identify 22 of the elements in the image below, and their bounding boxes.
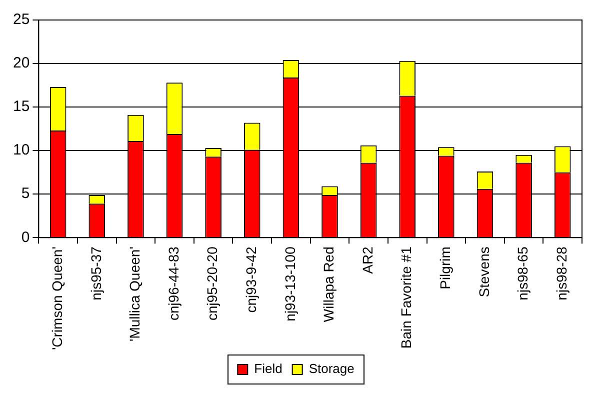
- legend-label: Field: [254, 361, 282, 376]
- x-tick-label: njs98-28: [553, 246, 570, 300]
- x-tick-label: Bain Favorite #1: [398, 246, 414, 349]
- y-tick-label: 0: [21, 228, 30, 246]
- y-tick-label: 10: [12, 142, 30, 159]
- y-tick-label: 5: [21, 185, 30, 202]
- y-tick-label: 15: [12, 98, 30, 116]
- x-tick-label: Stevens: [476, 246, 492, 298]
- x-tick-label: cnj93-9-42: [242, 246, 259, 313]
- x-tick-label: AR2: [359, 246, 376, 274]
- x-tick-label: 'Crimson Queen': [48, 246, 65, 350]
- y-tick-label: 25: [12, 11, 30, 28]
- x-tick-label: cnj96-44-83: [165, 246, 182, 321]
- x-tick-label: 'Mullica Queen': [126, 246, 143, 342]
- x-tick-label: nj93-13-100: [282, 246, 298, 322]
- x-tick-label: Pilgrim: [437, 246, 454, 290]
- x-tick-label: njs95-37: [88, 246, 104, 300]
- x-tick-label: Willapa Red: [320, 246, 337, 322]
- legend-label: Storage: [308, 361, 354, 376]
- y-tick-label: 20: [12, 54, 30, 72]
- x-tick-label: cnj95-20-20: [204, 246, 220, 321]
- x-tick-label: njs98-65: [514, 246, 531, 300]
